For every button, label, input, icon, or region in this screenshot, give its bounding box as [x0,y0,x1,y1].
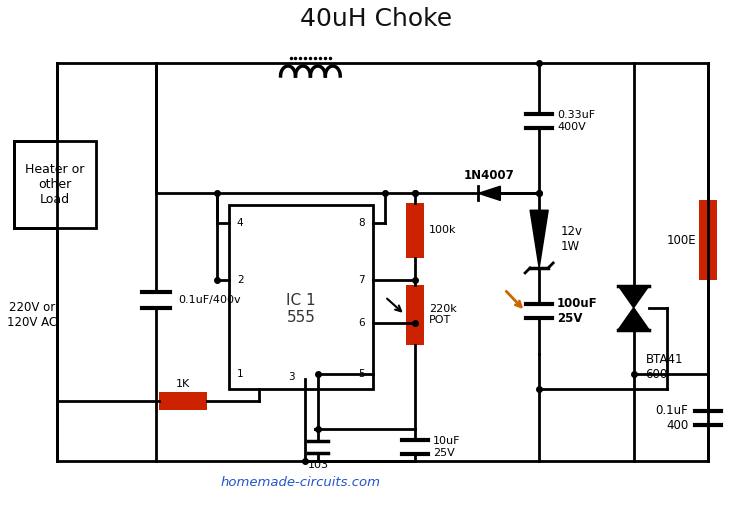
Bar [700,201,717,280]
Text: 12v
1W: 12v 1W [561,225,583,253]
Bar [159,392,207,410]
Text: 6: 6 [358,318,365,328]
Text: 1K: 1K [176,379,191,389]
Text: 7: 7 [358,275,365,285]
Polygon shape [530,210,548,268]
Text: 40uH Choke: 40uH Choke [300,7,452,31]
Text: 0.1uF/400v: 0.1uF/400v [178,295,241,305]
Text: 2: 2 [236,275,243,285]
Text: 1N4007: 1N4007 [464,169,515,182]
Text: 0.33uF
400V: 0.33uF 400V [557,110,595,131]
Text: homemade-circuits.com: homemade-circuits.com [221,476,380,489]
Bar [14,140,96,228]
Text: BTA41
600: BTA41 600 [645,353,683,381]
Text: 4: 4 [236,218,243,228]
Text: 220k
POT: 220k POT [428,304,456,325]
Polygon shape [618,286,649,308]
Text: IC 1
555: IC 1 555 [286,293,316,325]
Text: 100k: 100k [428,225,456,235]
Text: 0.1uF
400: 0.1uF 400 [656,404,688,432]
Text: 103: 103 [308,460,329,470]
Text: 100uF
25V: 100uF 25V [557,297,598,325]
Polygon shape [478,186,500,201]
Text: 100E: 100E [666,234,697,246]
Bar [229,205,373,389]
Text: 5: 5 [358,370,365,379]
Text: 8: 8 [358,218,365,228]
Text: 220V or
120V AC: 220V or 120V AC [7,301,57,329]
Text: Heater or
other
Load: Heater or other Load [25,163,84,206]
Bar [406,203,424,258]
Text: 3: 3 [288,372,294,382]
Text: 10uF
25V: 10uF 25V [433,436,460,458]
Bar [406,285,424,345]
Text: 1: 1 [236,370,243,379]
Polygon shape [618,308,649,330]
